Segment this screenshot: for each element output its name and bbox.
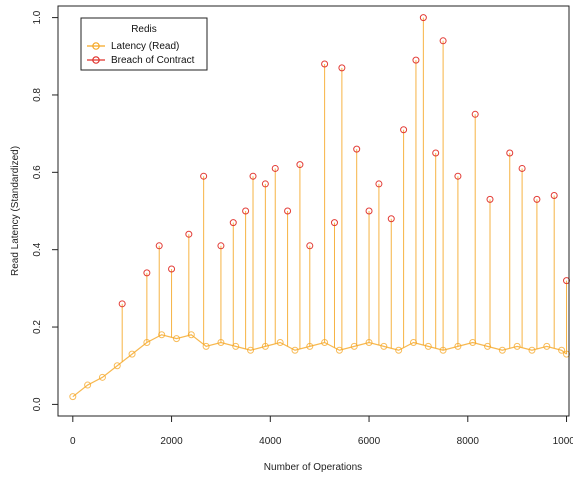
data-point bbox=[158, 331, 166, 339]
data-point bbox=[229, 219, 237, 227]
data-point bbox=[321, 60, 329, 68]
data-point bbox=[454, 172, 462, 180]
data-point bbox=[419, 14, 427, 22]
data-point bbox=[432, 149, 440, 157]
data-point bbox=[424, 342, 432, 350]
data-point bbox=[284, 207, 292, 215]
plot-frame bbox=[57, 5, 570, 417]
y-tick-label: 0.4 bbox=[32, 242, 43, 256]
legend-marker-breach bbox=[92, 56, 100, 64]
x-axis-title: Number of Operations bbox=[264, 462, 362, 473]
data-point bbox=[217, 242, 225, 250]
data-point bbox=[550, 192, 558, 200]
data-point bbox=[155, 242, 163, 250]
data-point bbox=[143, 269, 151, 277]
x-tick-label: 6000 bbox=[358, 436, 381, 447]
data-point bbox=[469, 339, 477, 347]
data-point bbox=[296, 161, 304, 169]
y-tick-label: 1.0 bbox=[32, 10, 43, 24]
data-point bbox=[484, 342, 492, 350]
data-point bbox=[353, 145, 361, 153]
series-layer bbox=[69, 14, 571, 401]
data-point bbox=[271, 164, 279, 172]
data-point bbox=[439, 37, 447, 45]
legend: Redis Latency (Read) Breach of Contract bbox=[80, 17, 208, 71]
data-point bbox=[247, 346, 255, 354]
x-tick-label: 8000 bbox=[457, 436, 480, 447]
data-point bbox=[200, 172, 208, 180]
data-point bbox=[261, 180, 269, 188]
data-point bbox=[335, 346, 343, 354]
data-point bbox=[242, 207, 250, 215]
legend-label-latency: Latency (Read) bbox=[111, 41, 179, 52]
data-point bbox=[506, 149, 514, 157]
x-tick-label: 4000 bbox=[259, 436, 282, 447]
data-point bbox=[185, 230, 193, 238]
data-point bbox=[558, 346, 566, 354]
legend-box bbox=[80, 17, 208, 71]
data-point bbox=[563, 277, 571, 285]
data-point bbox=[395, 346, 403, 354]
data-point bbox=[543, 342, 551, 350]
data-point bbox=[400, 126, 408, 134]
data-point bbox=[330, 219, 338, 227]
y-tick-label: 0.2 bbox=[32, 320, 43, 334]
legend-title: Redis bbox=[131, 24, 157, 35]
data-point bbox=[276, 339, 284, 347]
data-point bbox=[375, 180, 383, 188]
data-point bbox=[409, 339, 417, 347]
data-point bbox=[98, 373, 106, 381]
data-point bbox=[387, 215, 395, 223]
data-point bbox=[118, 300, 126, 308]
data-point bbox=[306, 242, 314, 250]
data-point bbox=[113, 362, 121, 370]
data-point bbox=[412, 56, 420, 64]
data-point bbox=[202, 342, 210, 350]
data-point bbox=[365, 207, 373, 215]
y-axis-title: Read Latency (Standardized) bbox=[10, 146, 21, 276]
data-point bbox=[232, 342, 240, 350]
x-tick-label: 2000 bbox=[160, 436, 183, 447]
y-tick-label: 0.6 bbox=[32, 165, 43, 179]
legend-label-breach: Breach of Contract bbox=[111, 55, 195, 66]
data-point bbox=[498, 346, 506, 354]
data-point bbox=[528, 346, 536, 354]
series-breach-of-contract bbox=[118, 14, 571, 362]
data-point bbox=[172, 335, 180, 343]
data-point bbox=[518, 164, 526, 172]
x-tick-label: 0 bbox=[70, 436, 76, 447]
data-point bbox=[380, 342, 388, 350]
y-tick-label: 0.8 bbox=[32, 88, 43, 102]
data-point bbox=[338, 64, 346, 72]
data-point bbox=[69, 393, 77, 401]
data-point bbox=[471, 110, 479, 118]
y-tick-label: 0.0 bbox=[32, 397, 43, 411]
data-point bbox=[291, 346, 299, 354]
data-point bbox=[350, 342, 358, 350]
y-axis: 0.0 0.2 0.4 0.6 0.8 1.0 bbox=[32, 10, 58, 411]
data-point bbox=[128, 350, 136, 358]
data-point bbox=[486, 195, 494, 203]
data-point bbox=[249, 172, 257, 180]
legend-marker-latency bbox=[92, 42, 100, 50]
data-point bbox=[533, 195, 541, 203]
data-point bbox=[168, 265, 176, 273]
data-point bbox=[84, 381, 92, 389]
data-point bbox=[187, 331, 195, 339]
data-point bbox=[513, 342, 521, 350]
